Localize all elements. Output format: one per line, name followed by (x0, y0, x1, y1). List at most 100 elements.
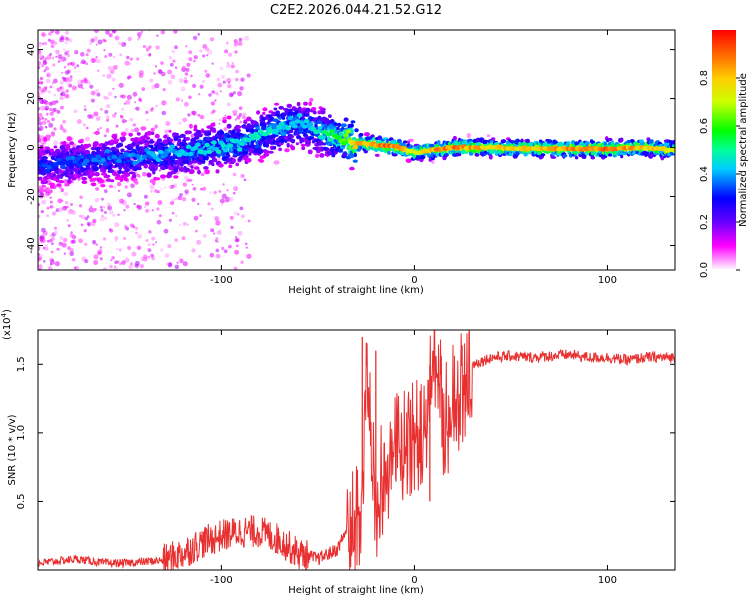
spectrogram-cell (141, 159, 148, 165)
spectrogram-ridge-point (343, 133, 349, 138)
spectrogram-noise-point (173, 30, 178, 34)
spectrogram-noise-point (45, 126, 48, 129)
spectrogram-cell (48, 189, 53, 194)
spectrogram-noise-point (85, 53, 89, 57)
spectrogram-noise-point (79, 195, 83, 199)
spectrogram-noise-point (65, 37, 70, 41)
spectrogram-noise-point (86, 126, 89, 130)
spectrogram-cell (220, 130, 225, 135)
spectrogram-noise-point (53, 230, 58, 235)
spectrogram-noise-point (41, 227, 46, 233)
spectrogram-cell (262, 111, 266, 115)
spectrogram-noise-point (215, 248, 220, 253)
spectrogram-noise-point (38, 243, 41, 249)
spectrogram-ridge-point (65, 156, 71, 161)
spectrogram-noise-point (70, 75, 73, 78)
spectrogram-ridge-point (206, 149, 213, 154)
spectrogram-noise-point (92, 239, 97, 245)
spectrogram-noise-point (231, 61, 234, 65)
spectrogram-noise-point (43, 141, 47, 145)
spectrogram-noise-point (101, 214, 104, 218)
spectrogram-noise-point (196, 239, 202, 245)
spectrogram-noise-point (102, 74, 105, 77)
spectrogram-y-tick-label: -40 (26, 237, 37, 253)
spectrogram-cell (189, 123, 193, 129)
spectrogram-cell (306, 140, 312, 145)
spectrogram-noise-point (105, 115, 110, 120)
spectrogram-cell (246, 116, 252, 122)
spectrogram-ridge-point (134, 153, 141, 159)
spectrogram-noise-point (119, 114, 123, 118)
spectrogram-ridge-point (102, 161, 108, 167)
spectrogram-cell (488, 154, 493, 160)
spectrogram-noise-point (41, 90, 44, 93)
spectrogram-cell (349, 166, 355, 171)
spectrogram-cell (574, 141, 579, 147)
spectrogram-y-tick-label: 40 (26, 43, 37, 56)
spectrogram-noise-point (215, 220, 221, 226)
spectrogram-ridge-point (141, 154, 148, 159)
spectrogram-cell (207, 132, 212, 136)
spectrogram-cell (105, 128, 110, 133)
spectrogram-noise-point (140, 30, 144, 34)
svg-text:(x104): (x104) (0, 309, 13, 340)
spectrogram-cell (197, 133, 203, 138)
spectrogram-noise-point (66, 69, 71, 74)
spectrogram-noise-point (171, 49, 176, 54)
spectrogram-noise-point (160, 30, 166, 35)
spectrogram-cell (286, 142, 290, 148)
spectrogram-cell (274, 102, 280, 106)
spectrogram-noise-point (115, 124, 119, 128)
spectrogram-noise-point (160, 187, 163, 190)
spectrogram-noise-point (38, 128, 42, 132)
spectrogram-noise-point (139, 264, 144, 269)
spectrogram-noise-point (49, 200, 53, 204)
spectrogram-cell (403, 140, 408, 144)
spectrogram-noise-point (223, 127, 228, 131)
spectrogram-noise-point (206, 54, 209, 57)
spectrogram-cell (319, 153, 325, 158)
spectrogram-ridge-point (227, 143, 234, 148)
spectrogram-cell (78, 173, 84, 177)
spectrogram-cell (374, 153, 380, 157)
spectrogram-ridge-point (296, 113, 303, 118)
snr-y-axis-label: SNR (10 * v/v) (7, 414, 18, 485)
spectrogram-noise-point (226, 63, 231, 69)
spectrogram-noise-point (76, 64, 80, 68)
spectrogram-cell (320, 107, 326, 112)
spectrogram-cell (69, 141, 74, 146)
spectrogram-cell (287, 129, 294, 134)
spectrogram-noise-point (125, 99, 131, 105)
spectrogram-noise-point (126, 192, 132, 198)
spectrogram-noise-point (188, 50, 193, 55)
spectrogram-noise-point (69, 233, 74, 238)
spectrogram-noise-point (93, 36, 99, 41)
spectrogram-noise-point (41, 64, 45, 68)
spectrogram-noise-point (155, 45, 160, 50)
spectrogram-noise-point (174, 238, 178, 242)
spectrogram-noise-point (142, 171, 147, 177)
spectrogram-noise-point (210, 228, 215, 233)
spectrogram-cell (45, 134, 52, 139)
spectrogram-noise-point (89, 205, 93, 208)
spectrogram-cell (128, 132, 133, 137)
spectrogram-noise-point (99, 127, 102, 129)
spectrogram-noise-point (244, 35, 250, 41)
spectrogram-noise-point (38, 120, 41, 124)
spectrogram-cell (498, 151, 502, 156)
spectrogram-noise-point (226, 102, 231, 107)
spectrogram-noise-point (202, 186, 207, 191)
spectrogram-noise-point (55, 100, 59, 104)
spectrogram-noise-point (59, 96, 64, 101)
spectrogram-noise-point (158, 190, 161, 193)
spectrogram-noise-point (88, 41, 93, 46)
spectrogram-cell (248, 152, 252, 156)
spectrogram-ridge-point (324, 131, 331, 136)
spectrogram-cell (295, 142, 299, 146)
spectrogram-ridge-point (83, 158, 90, 164)
spectrogram-cell (508, 152, 513, 157)
spectrogram-noise-point (167, 69, 173, 75)
spectrogram-noise-point (132, 123, 136, 127)
spectrogram-cell (108, 184, 114, 189)
spectrogram-y-tick-label: -20 (26, 188, 37, 204)
